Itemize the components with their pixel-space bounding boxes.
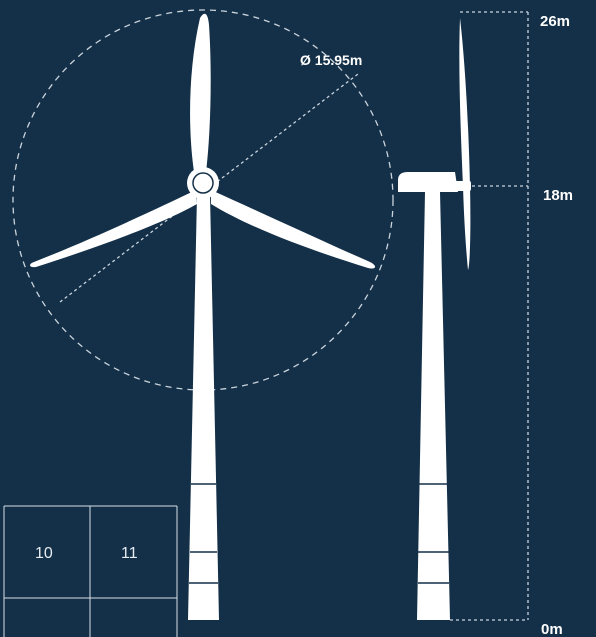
height-label-hub: 18m [543, 187, 573, 204]
blade-left [30, 190, 197, 268]
front-tower [188, 195, 219, 620]
rotor-hub [187, 167, 219, 199]
grid-cell-label: 11 [121, 545, 138, 562]
height-label-ground: 0m [541, 621, 563, 637]
grid-overlay: 10 11 [3, 505, 178, 637]
rotor-diameter-label: Ø 15.95m [300, 52, 362, 68]
nacelle [398, 172, 458, 192]
blade-top [190, 13, 211, 173]
side-tower [417, 192, 450, 620]
side-blade [459, 18, 471, 270]
grid-cell-label: 10 [35, 545, 53, 562]
blade-right [211, 190, 376, 269]
height-label-top: 26m [540, 13, 570, 30]
rotor-hub-ring [192, 172, 214, 194]
